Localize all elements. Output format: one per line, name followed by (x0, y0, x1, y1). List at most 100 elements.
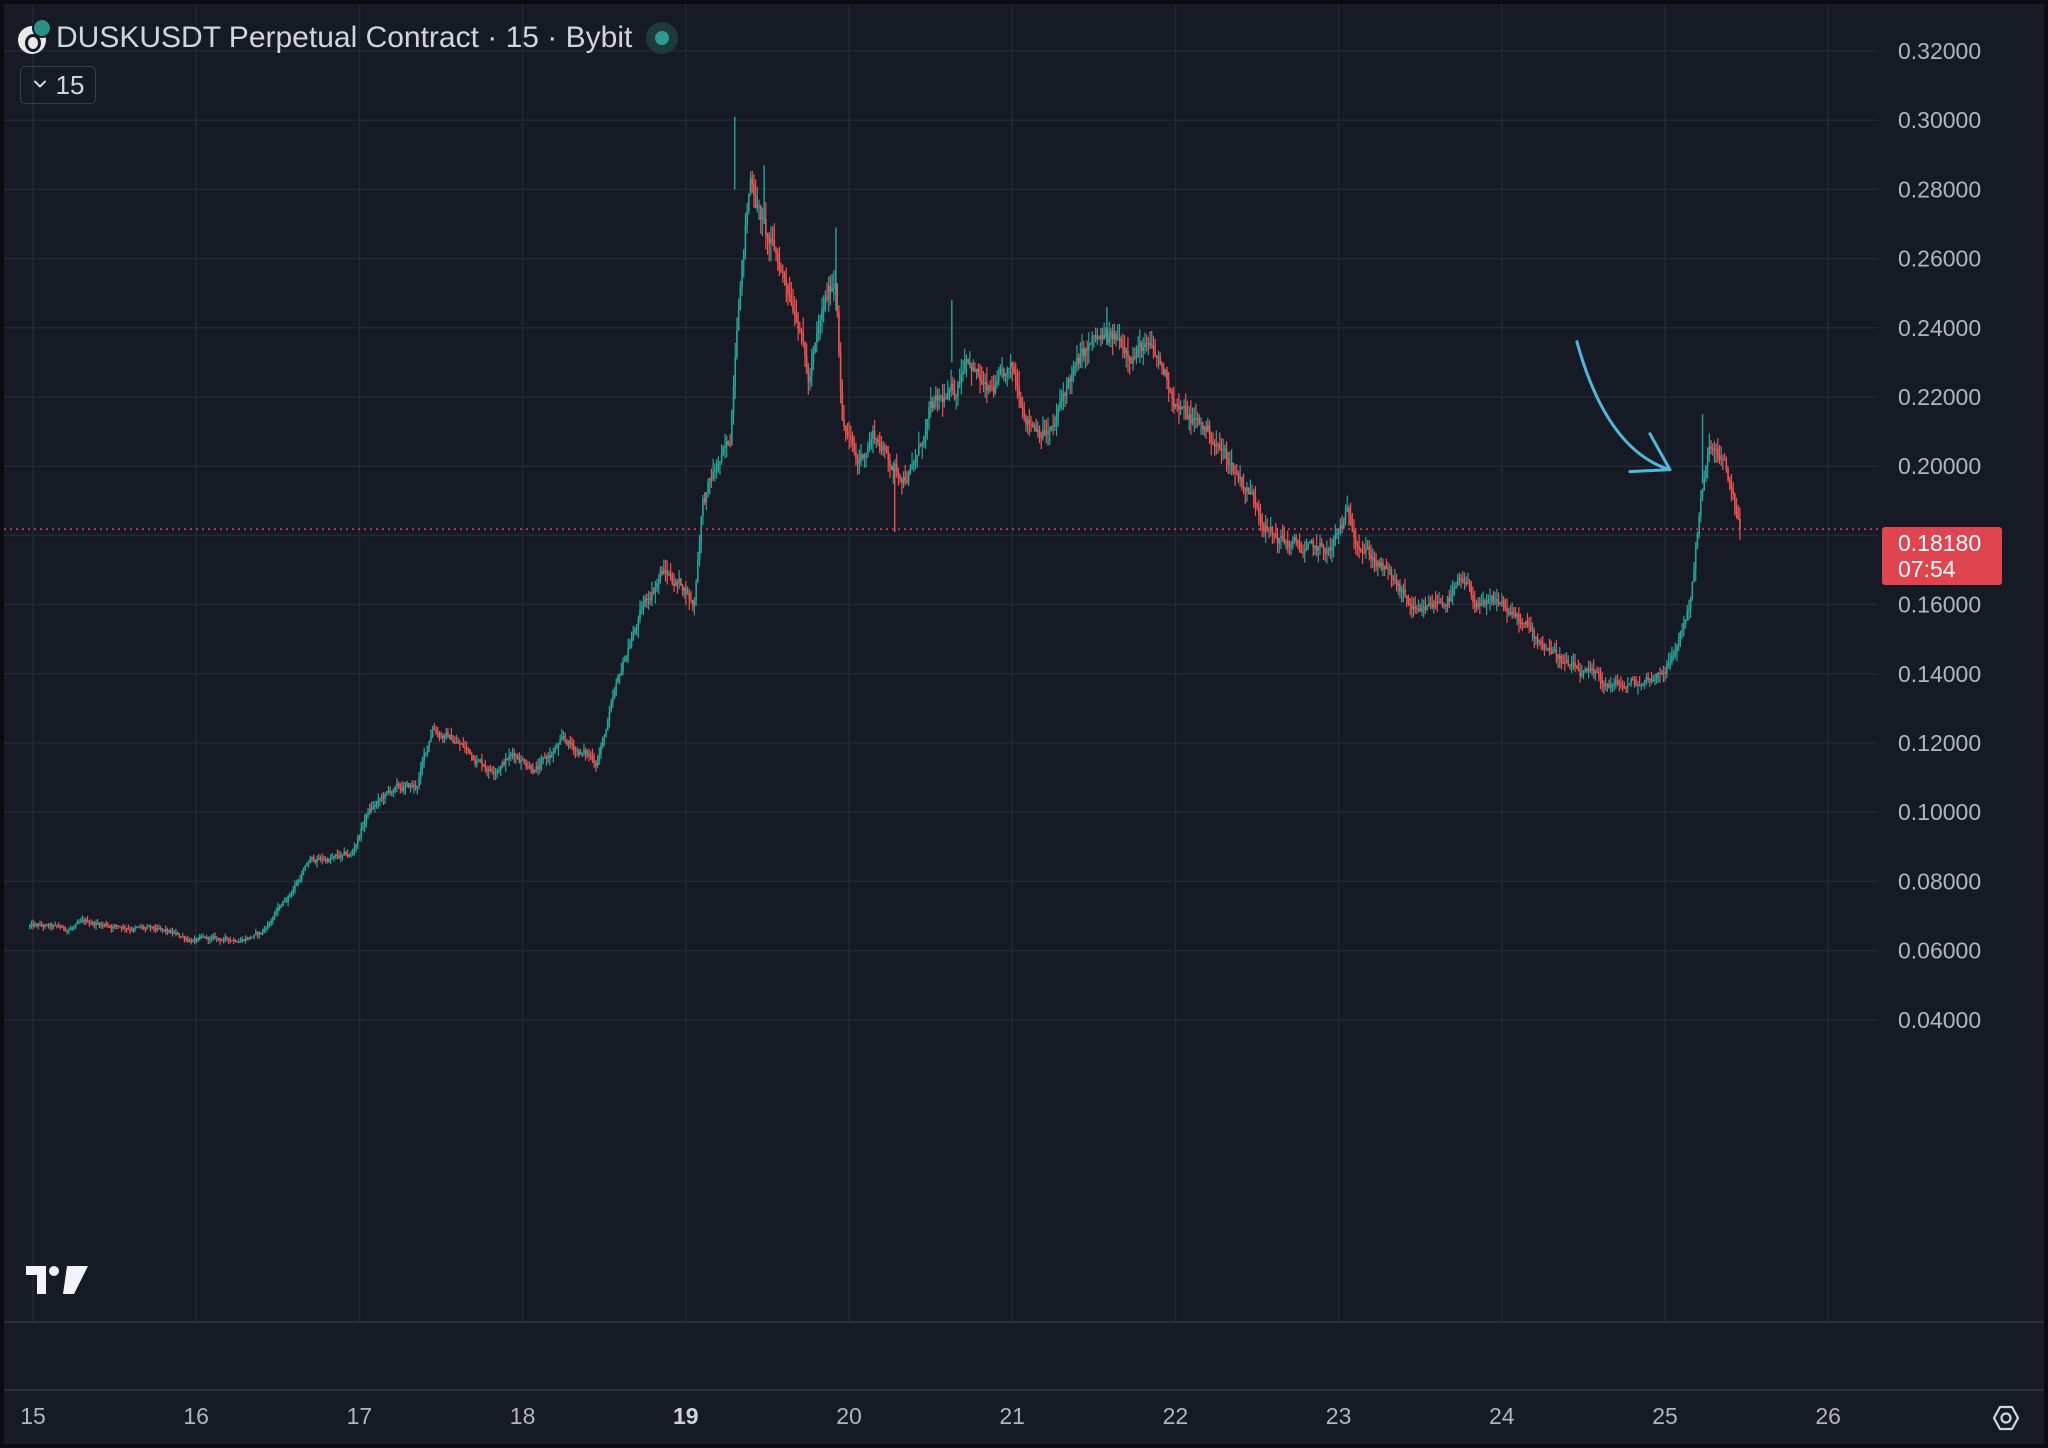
candle-body (1519, 622, 1522, 624)
candle-body (491, 769, 493, 772)
candle-body (442, 735, 444, 739)
candle-body (1562, 662, 1564, 664)
candle-body (503, 762, 505, 765)
candle-body (1652, 680, 1655, 682)
candle-body (595, 763, 597, 766)
time-axis[interactable]: 15 16 17 18 19 20 21 22 23 24 25 26 (20, 1403, 1841, 1429)
candle-body (790, 296, 793, 305)
candle-body (255, 932, 257, 935)
candle-body (1215, 443, 1218, 447)
candle-body (52, 925, 55, 927)
candle-body (651, 591, 653, 600)
candle-body (1346, 507, 1349, 512)
candle-body (544, 757, 546, 759)
candle-body (598, 754, 601, 761)
candle-body (1001, 368, 1003, 370)
interval-toggle-button[interactable]: 15 (20, 66, 96, 104)
candle-body (1154, 348, 1156, 356)
candle-body (1441, 602, 1444, 606)
candle-body (909, 469, 912, 475)
candle-body (555, 747, 558, 749)
candle-body (421, 760, 424, 769)
candle-body (1567, 660, 1570, 666)
candle-body (1499, 603, 1502, 605)
candle-body (71, 928, 74, 930)
annotation-arrow[interactable] (1575, 340, 1672, 472)
candle-body (452, 740, 454, 743)
candle-body (986, 381, 988, 391)
candle-body (894, 463, 896, 466)
candle-body (1120, 338, 1122, 348)
candle-body (1609, 685, 1612, 688)
candle-body (1642, 683, 1644, 686)
candle-body (384, 794, 386, 799)
candle-body (1477, 602, 1479, 608)
candle-body (1288, 546, 1291, 548)
candle-body (238, 942, 240, 944)
candle-body (691, 600, 694, 606)
candle-body (632, 632, 635, 641)
candle-body (1283, 538, 1286, 544)
candle-body (1086, 348, 1088, 351)
candle-body (1334, 534, 1337, 540)
candle-body (457, 742, 459, 744)
candle-body (1407, 597, 1410, 604)
symbol-legend[interactable]: DUSKUSDT Perpetual Contract · 15 · Bybit (18, 18, 679, 58)
candle-body (1382, 562, 1384, 571)
settings-button[interactable] (1988, 1400, 2024, 1436)
candle-body (1392, 576, 1394, 581)
candle-body (680, 578, 682, 586)
candle-body (669, 573, 672, 579)
candle-body (1428, 603, 1430, 606)
candle-body (1009, 362, 1012, 368)
candle-body (1582, 670, 1585, 675)
candle-body (1280, 535, 1282, 538)
candle-body (156, 928, 159, 930)
candle-body (1523, 622, 1525, 624)
candle-body (1064, 393, 1066, 396)
candle-body (1133, 357, 1136, 359)
candle-body (1677, 639, 1680, 646)
candle-body (1548, 647, 1551, 651)
candle-body (622, 661, 624, 672)
price-tick-label: 0.10000 (1898, 799, 1981, 825)
time-tick-label: 21 (999, 1403, 1025, 1429)
candle-body (722, 447, 725, 454)
candle-body (309, 858, 312, 863)
candle-body (1485, 603, 1488, 606)
candle-body (1258, 507, 1260, 515)
candle-body (1278, 537, 1281, 544)
candle-body (256, 932, 259, 935)
tradingview-logo-icon[interactable] (26, 1262, 88, 1296)
candle-body (396, 783, 398, 787)
price-tick-label: 0.12000 (1898, 730, 1981, 756)
candle-body (178, 934, 181, 937)
candle-body (870, 439, 873, 446)
market-status-icon[interactable] (646, 22, 679, 54)
candle-body (357, 837, 359, 845)
candle-body (355, 844, 357, 849)
candle-body (81, 919, 84, 921)
candle-body (912, 463, 915, 465)
candle-body (605, 730, 607, 738)
candle-body (724, 446, 726, 448)
chart-title[interactable]: DUSKUSDT Perpetual Contract · 15 · Bybit (56, 21, 633, 54)
candle-body (340, 855, 342, 858)
candle-body (1717, 449, 1719, 456)
candle-body (950, 383, 952, 390)
candle-body (1239, 477, 1241, 480)
candle-body (571, 742, 573, 745)
candle-body (1074, 365, 1077, 368)
candles (28, 116, 1741, 945)
candle-body (1302, 552, 1304, 554)
candle-body (1377, 562, 1379, 567)
candle-body (370, 808, 373, 810)
candle-body (805, 355, 808, 374)
candle-body (720, 453, 723, 462)
candle-body (1601, 679, 1604, 685)
candle-body (321, 857, 323, 860)
candle-body (30, 923, 33, 926)
candle-body (1434, 601, 1437, 604)
candle-body (768, 237, 771, 244)
